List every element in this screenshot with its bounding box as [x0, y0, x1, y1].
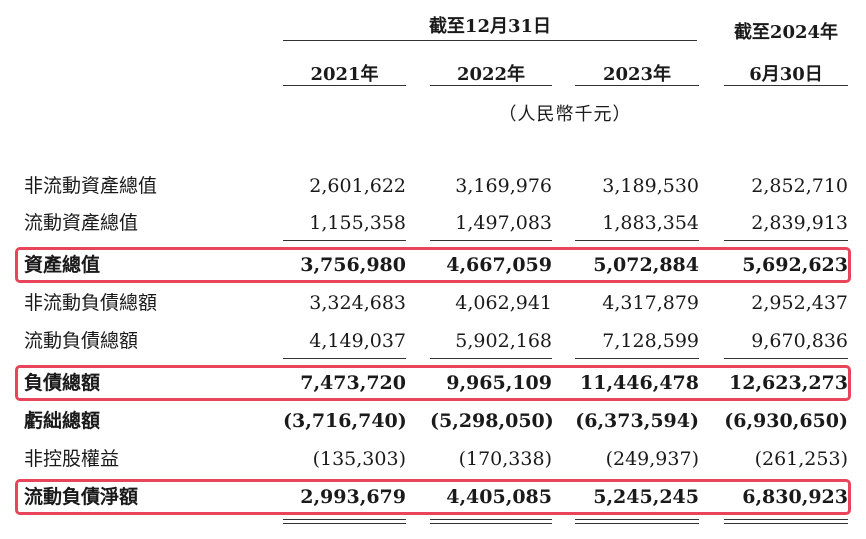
cell-2021: 2,993,679: [300, 486, 406, 508]
cell-2022: (5,298,050): [430, 410, 554, 432]
cell-2024-jun: 9,670,836: [751, 330, 848, 352]
row-label: 流動資產總值: [24, 212, 139, 234]
cell-2022: 4,062,941: [455, 292, 552, 314]
period-header-underline: [283, 40, 697, 41]
cell-2021: (135,303): [312, 448, 406, 470]
cell-2022: 1,497,083: [455, 212, 552, 234]
row-label: 非控股權益: [24, 448, 120, 470]
year-header-2023: 2023年: [602, 64, 672, 85]
table-row: 流動資產總值 1,155,358 1,497,083 1,883,354 2,8…: [0, 206, 866, 240]
row-label: 負債總額: [24, 372, 101, 394]
cell-2022: 3,169,976: [455, 175, 552, 197]
last-column-header-line2: 6月30日: [749, 64, 823, 85]
cell-2023: (6,373,594): [575, 410, 699, 432]
row-label: 資產總值: [24, 254, 101, 276]
cell-2023: 1,883,354: [602, 212, 699, 234]
cell-2022: 9,965,109: [446, 372, 552, 394]
cell-2021: 1,155,358: [309, 212, 406, 234]
row-label: 非流動負債總額: [24, 292, 158, 314]
table-row: 流動負債總額 4,149,037 5,902,168 7,128,599 9,6…: [0, 324, 866, 358]
row-label: 非流動資產總值: [24, 175, 158, 197]
table-row: 非控股權益 (135,303) (170,338) (249,937) (261…: [0, 442, 866, 476]
cell-2022: 4,405,085: [446, 486, 552, 508]
unit-label: （人民幣千元）: [498, 104, 632, 125]
year-underline: [575, 85, 699, 86]
subtotal-rule: [724, 358, 848, 359]
subtotal-rule: [430, 358, 552, 359]
subtotal-rule: [430, 240, 552, 241]
cell-2022: (170,338): [458, 448, 552, 470]
row-label: 虧絀總額: [24, 410, 101, 432]
highlight-box-total-liabilities: [15, 365, 851, 401]
year-header-2022: 2022年: [456, 64, 526, 85]
cell-2023: 7,128,599: [602, 330, 699, 352]
row-label: 流動負債總額: [24, 330, 139, 352]
cell-2023: 5,245,245: [593, 486, 699, 508]
cell-2022: 4,667,059: [446, 254, 552, 276]
cell-2021: (3,716,740): [283, 410, 407, 432]
year-underline: [430, 85, 552, 86]
total-double-rule: [283, 519, 406, 524]
cell-2024-jun: 12,623,273: [729, 372, 848, 394]
cell-2024-jun: 2,952,437: [751, 292, 848, 314]
year-header-2021: 2021年: [310, 64, 379, 85]
cell-2024-jun: 2,852,710: [751, 175, 848, 197]
cell-2021: 7,473,720: [300, 372, 406, 394]
total-double-rule: [575, 519, 699, 524]
highlight-box-net-current-liabilities: [15, 479, 851, 515]
cell-2024-jun: (261,253): [754, 448, 848, 470]
cell-2021: 2,601,622: [309, 175, 406, 197]
table-row: 負債總額 7,473,720 9,965,109 11,446,478 12,6…: [0, 366, 866, 400]
period-header: 截至12月31日: [428, 16, 552, 37]
cell-2023: 5,072,884: [593, 254, 699, 276]
cell-2021: 3,324,683: [309, 292, 406, 314]
highlight-box-total-assets: [15, 247, 851, 283]
table-row: 非流動負債總額 3,324,683 4,062,941 4,317,879 2,…: [0, 286, 866, 320]
row-label: 流動負債淨額: [24, 486, 139, 508]
subtotal-rule: [724, 240, 848, 241]
subtotal-rule: [283, 240, 406, 241]
year-underline: [283, 85, 406, 86]
table-row: 虧絀總額 (3,716,740) (5,298,050) (6,373,594)…: [0, 404, 866, 438]
cell-2021: 4,149,037: [309, 330, 406, 352]
cell-2024-jun: 2,839,913: [751, 212, 848, 234]
subtotal-rule: [575, 358, 699, 359]
cell-2021: 3,756,980: [300, 254, 406, 276]
year-underline: [724, 85, 848, 86]
cell-2024-jun: 5,692,623: [742, 254, 848, 276]
cell-2022: 5,902,168: [455, 330, 552, 352]
subtotal-rule: [575, 240, 699, 241]
table-row: 非流動資產總值 2,601,622 3,169,976 3,189,530 2,…: [0, 169, 866, 203]
table-row: 資產總值 3,756,980 4,667,059 5,072,884 5,692…: [0, 248, 866, 282]
total-double-rule: [724, 519, 848, 524]
last-column-header-line1: 截至2024年: [733, 22, 839, 43]
cell-2023: 11,446,478: [580, 372, 699, 394]
table-row: 流動負債淨額 2,993,679 4,405,085 5,245,245 6,8…: [0, 480, 866, 514]
cell-2023: (249,937): [605, 448, 699, 470]
cell-2024-jun: (6,930,650): [724, 410, 848, 432]
total-double-rule: [430, 519, 552, 524]
subtotal-rule: [283, 358, 406, 359]
cell-2023: 3,189,530: [602, 175, 699, 197]
cell-2024-jun: 6,830,923: [742, 486, 848, 508]
cell-2023: 4,317,879: [602, 292, 699, 314]
